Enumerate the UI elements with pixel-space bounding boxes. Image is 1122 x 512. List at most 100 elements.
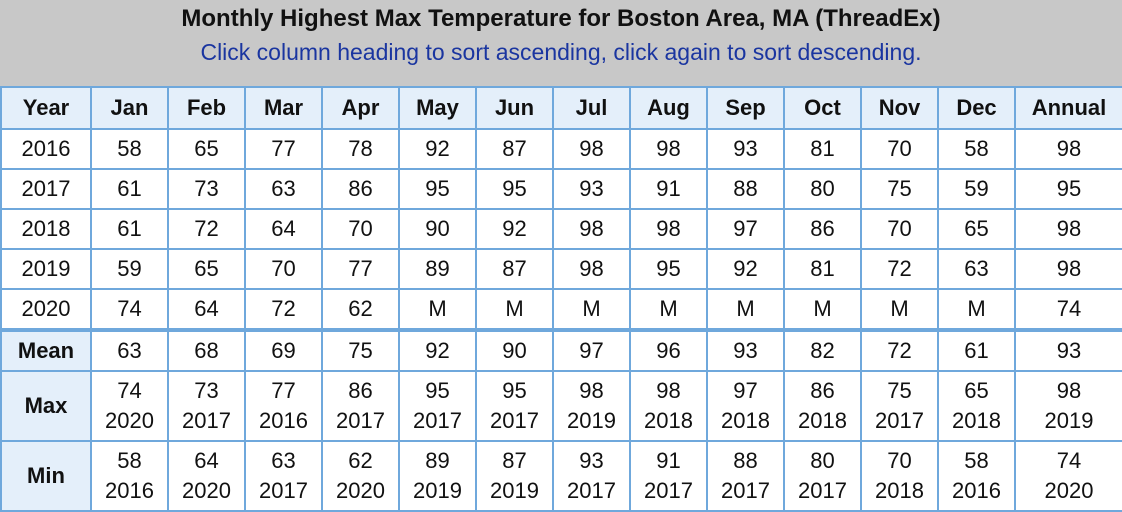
max-cell: 65 2018	[937, 370, 1016, 442]
sort-instructions: Click column heading to sort ascending, …	[200, 39, 922, 65]
max-value: 95	[425, 378, 450, 403]
max-value: 97	[733, 378, 758, 403]
min-year: 2017	[721, 478, 770, 503]
column-heading-annual[interactable]: Annual	[1014, 86, 1122, 130]
table-header-row: Year Jan Feb Mar Apr May Jun Jul Aug Sep Oct Nov Dec…	[0, 86, 1122, 130]
table-cell: 58	[937, 128, 1016, 170]
table-row: 2020 74 64 72 62 M M M M M M M M 74	[0, 288, 1122, 331]
table-cell: 78	[321, 128, 400, 170]
mean-cell: 72	[860, 328, 939, 372]
mean-cell: 90	[475, 328, 554, 372]
row-year: 2016	[0, 128, 92, 170]
column-heading-jul[interactable]: Jul	[552, 86, 631, 130]
table-cell: 72	[244, 288, 323, 331]
max-cell: 98 2018	[629, 370, 708, 442]
table-row: 2017 61 73 63 86 95 95 93 91 88 80 75 59 95	[0, 168, 1122, 210]
table-cell: 72	[860, 248, 939, 290]
column-heading-aug[interactable]: Aug	[629, 86, 708, 130]
max-cell: 95 2017	[398, 370, 477, 442]
mean-cell: 63	[90, 328, 169, 372]
column-heading-sep[interactable]: Sep	[706, 86, 785, 130]
max-cell: 74 2020	[90, 370, 169, 442]
min-value: 93	[579, 448, 604, 473]
max-year: 2017	[875, 408, 924, 433]
row-year: 2019	[0, 248, 92, 290]
min-cell: 80 2017	[783, 440, 862, 512]
max-cell: 86 2018	[783, 370, 862, 442]
table-cell: 90	[398, 208, 477, 250]
table-cell: 92	[475, 208, 554, 250]
min-year: 2019	[413, 478, 462, 503]
table-row: 2018 61 72 64 70 90 92 98 98 97 86 70 65 98	[0, 208, 1122, 250]
min-value: 63	[271, 448, 296, 473]
column-heading-dec[interactable]: Dec	[937, 86, 1016, 130]
max-year: 2018	[721, 408, 770, 433]
table-cell: 87	[475, 128, 554, 170]
table-row: 2019 59 65 70 77 89 87 98 95 92 81 72 63 98	[0, 248, 1122, 290]
min-value: 89	[425, 448, 450, 473]
max-row: Max 74 2020 73 2017 77 2016 86 2017 95 2017 95 2017 9…	[0, 370, 1122, 442]
max-value: 98	[579, 378, 604, 403]
table-cell: 92	[706, 248, 785, 290]
column-heading-oct[interactable]: Oct	[783, 86, 862, 130]
temperature-table: Year Jan Feb Mar Apr May Jun Jul Aug Sep Oct Nov Dec…	[0, 86, 1122, 512]
min-label: Min	[0, 440, 92, 512]
min-year: 2016	[952, 478, 1001, 503]
max-value: 95	[502, 378, 527, 403]
min-year: 2020	[336, 478, 385, 503]
min-cell: 89 2019	[398, 440, 477, 512]
table-cell: 93	[552, 168, 631, 210]
table-cell: 65	[937, 208, 1016, 250]
table-cell: 86	[321, 168, 400, 210]
column-heading-jan[interactable]: Jan	[90, 86, 169, 130]
max-year: 2018	[644, 408, 693, 433]
column-heading-jun[interactable]: Jun	[475, 86, 554, 130]
column-heading-feb[interactable]: Feb	[167, 86, 246, 130]
table-cell: 63	[937, 248, 1016, 290]
min-cell: 93 2017	[552, 440, 631, 512]
min-cell: 58 2016	[90, 440, 169, 512]
min-year: 2017	[644, 478, 693, 503]
max-value: 77	[271, 378, 296, 403]
min-value: 91	[656, 448, 681, 473]
max-cell: 86 2017	[321, 370, 400, 442]
table-cell: 95	[629, 248, 708, 290]
mean-cell: 96	[629, 328, 708, 372]
min-cell: 74 2020	[1014, 440, 1122, 512]
table-cell: 98	[1014, 208, 1122, 250]
table-cell: 95	[1014, 168, 1122, 210]
max-value: 98	[1056, 378, 1082, 403]
min-value: 74	[1056, 448, 1082, 473]
table-cell: 65	[167, 248, 246, 290]
column-heading-nov[interactable]: Nov	[860, 86, 939, 130]
min-cell: 88 2017	[706, 440, 785, 512]
table-cell: M	[783, 288, 862, 331]
max-year: 2019	[567, 408, 616, 433]
mean-cell: 93	[706, 328, 785, 372]
max-year: 2019	[1044, 408, 1094, 433]
column-heading-mar[interactable]: Mar	[244, 86, 323, 130]
min-value: 62	[348, 448, 373, 473]
table-cell: 98	[1014, 248, 1122, 290]
table-cell: 70	[244, 248, 323, 290]
page-header: Monthly Highest Max Temperature for Bost…	[0, 0, 1122, 86]
column-heading-apr[interactable]: Apr	[321, 86, 400, 130]
min-year: 2017	[798, 478, 847, 503]
mean-label: Mean	[0, 328, 92, 372]
min-cell: 91 2017	[629, 440, 708, 512]
column-heading-year[interactable]: Year	[0, 86, 92, 130]
table-body: 2016 58 65 77 78 92 87 98 98 93 81 70 58 98 2017 61 73 63…	[0, 128, 1122, 512]
mean-cell: 68	[167, 328, 246, 372]
table-cell: 73	[167, 168, 246, 210]
column-heading-may[interactable]: May	[398, 86, 477, 130]
table-cell: M	[860, 288, 939, 331]
max-value: 86	[348, 378, 373, 403]
mean-cell: 92	[398, 328, 477, 372]
table-cell: 98	[629, 208, 708, 250]
mean-cell: 93	[1014, 328, 1122, 372]
table-cell: 91	[629, 168, 708, 210]
max-year: 2017	[182, 408, 231, 433]
max-cell: 95 2017	[475, 370, 554, 442]
table-cell: 58	[90, 128, 169, 170]
max-value: 65	[964, 378, 989, 403]
